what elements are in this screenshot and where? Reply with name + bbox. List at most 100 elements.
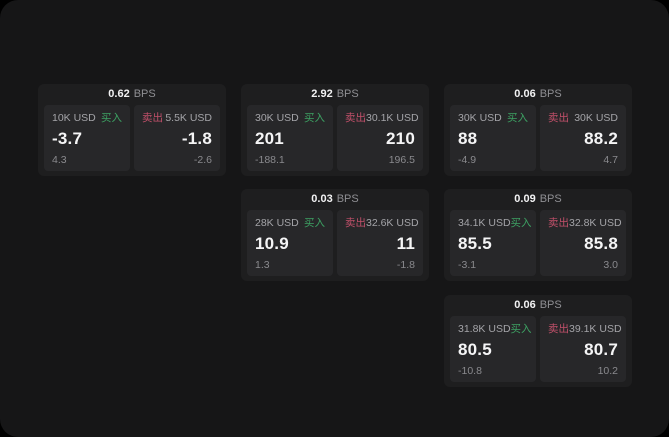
buy-label: 买入	[304, 112, 325, 124]
sell-delta: 10.2	[597, 365, 618, 377]
sell-delta: 3.0	[603, 259, 618, 271]
sell-label: 卖出	[548, 323, 569, 335]
bps-value: 0.06	[514, 88, 536, 100]
buy-panel[interactable]: 28K USD 买入 10.9 1.3	[247, 210, 333, 276]
quote-card-6: 0.06 BPS 31.8K USD 买入 80.5 -10.8 卖出 39.1…	[444, 295, 632, 387]
card-header: 0.03 BPS	[247, 189, 423, 210]
bps-value: 0.62	[108, 88, 130, 100]
buy-delta: 1.3	[255, 259, 270, 271]
sell-delta: 196.5	[388, 154, 415, 166]
quote-card-4: 0.03 BPS 28K USD 买入 10.9 1.3 卖出 32.6K US…	[241, 189, 429, 281]
bps-unit-label: BPS	[133, 88, 156, 100]
bps-value: 0.03	[311, 193, 333, 205]
buy-amount: 30K USD	[255, 112, 299, 124]
card-header: 0.06 BPS	[450, 84, 626, 105]
quote-card-2: 2.92 BPS 30K USD 买入 201 -188.1 卖出 30.1K …	[241, 84, 429, 176]
buy-panel-top: 30K USD 买入	[255, 112, 325, 125]
sell-panel[interactable]: 卖出 30K USD 88.2 4.7	[540, 105, 626, 171]
buy-delta: 4.3	[52, 154, 67, 166]
buy-panel[interactable]: 34.1K USD 买入 85.5 -3.1	[450, 210, 536, 276]
bps-value: 0.09	[514, 193, 536, 205]
buy-label: 买入	[510, 323, 532, 335]
sell-amount: 32.6K USD	[366, 217, 419, 229]
quote-card-5: 0.09 BPS 34.1K USD 买入 85.5 -3.1 卖出 32.8K…	[444, 189, 632, 281]
sell-amount: 5.5K USD	[165, 112, 212, 124]
quote-panels: 31.8K USD 买入 80.5 -10.8 卖出 39.1K USD 80.…	[450, 316, 626, 382]
sell-panel[interactable]: 卖出 32.8K USD 85.8 3.0	[540, 210, 626, 276]
buy-delta: -10.8	[458, 365, 482, 377]
quote-panels: 10K USD 买入 -3.7 4.3 卖出 5.5K USD -1.8 -2.…	[44, 105, 220, 171]
bps-value: 2.92	[311, 88, 333, 100]
quote-card-1: 0.62 BPS 10K USD 买入 -3.7 4.3 卖出 5.5K USD…	[38, 84, 226, 176]
sell-label: 卖出	[345, 217, 366, 229]
bps-unit-label: BPS	[539, 299, 562, 311]
sell-price: 11	[396, 234, 415, 253]
sell-panel[interactable]: 卖出 32.6K USD 11 -1.8	[337, 210, 423, 276]
buy-panel-top: 31.8K USD 买入	[458, 323, 532, 336]
sell-panel[interactable]: 卖出 39.1K USD 80.7 10.2	[540, 316, 626, 382]
sell-amount: 39.1K USD	[569, 323, 622, 335]
buy-delta: -188.1	[255, 154, 285, 166]
buy-price: 80.5	[458, 340, 492, 359]
sell-label: 卖出	[548, 112, 569, 124]
buy-panel[interactable]: 10K USD 买入 -3.7 4.3	[44, 105, 130, 171]
buy-amount: 28K USD	[255, 217, 299, 229]
quote-panels: 28K USD 买入 10.9 1.3 卖出 32.6K USD 11 -1.8	[247, 210, 423, 276]
quote-card-3: 0.06 BPS 30K USD 买入 88 -4.9 卖出 30K USD 8…	[444, 84, 632, 176]
sell-label: 卖出	[548, 217, 569, 229]
quote-panels: 30K USD 买入 88 -4.9 卖出 30K USD 88.2 4.7	[450, 105, 626, 171]
sell-price: 80.7	[584, 340, 618, 359]
buy-label: 买入	[507, 112, 528, 124]
sell-panel[interactable]: 卖出 30.1K USD 210 196.5	[337, 105, 423, 171]
sell-panel-top: 卖出 32.8K USD	[548, 217, 622, 230]
sell-price: 88.2	[584, 129, 618, 148]
bps-unit-label: BPS	[336, 88, 359, 100]
buy-panel-top: 28K USD 买入	[255, 217, 325, 230]
sell-amount: 30K USD	[574, 112, 618, 124]
buy-panel[interactable]: 30K USD 买入 88 -4.9	[450, 105, 536, 171]
sell-price: 85.8	[584, 234, 618, 253]
buy-amount: 34.1K USD	[458, 217, 511, 229]
sell-panel-top: 卖出 32.6K USD	[345, 217, 419, 230]
buy-label: 买入	[304, 217, 325, 229]
buy-price: 10.9	[255, 234, 289, 253]
sell-panel-top: 卖出 39.1K USD	[548, 323, 622, 336]
buy-panel-top: 10K USD 买入	[52, 112, 122, 125]
bps-unit-label: BPS	[539, 88, 562, 100]
buy-panel[interactable]: 31.8K USD 买入 80.5 -10.8	[450, 316, 536, 382]
buy-price: 85.5	[458, 234, 492, 253]
buy-panel-top: 30K USD 买入	[458, 112, 528, 125]
bps-unit-label: BPS	[539, 193, 562, 205]
sell-label: 卖出	[345, 112, 366, 124]
buy-price: 88	[458, 129, 478, 148]
sell-panel-top: 卖出 30K USD	[548, 112, 618, 125]
sell-label: 卖出	[142, 112, 163, 124]
buy-amount: 31.8K USD	[458, 323, 511, 335]
sell-delta: 4.7	[603, 154, 618, 166]
card-header: 2.92 BPS	[247, 84, 423, 105]
sell-delta: -2.6	[193, 154, 212, 166]
buy-delta: -3.1	[458, 259, 477, 271]
buy-price: 201	[255, 129, 284, 148]
buy-label: 买入	[510, 217, 532, 229]
bps-value: 0.06	[514, 299, 536, 311]
sell-price: -1.8	[181, 129, 212, 148]
buy-panel[interactable]: 30K USD 买入 201 -188.1	[247, 105, 333, 171]
sell-panel-top: 卖出 30.1K USD	[345, 112, 419, 125]
card-header: 0.06 BPS	[450, 295, 626, 316]
buy-label: 买入	[101, 112, 122, 124]
buy-price: -3.7	[52, 129, 83, 148]
card-header: 0.62 BPS	[44, 84, 220, 105]
buy-amount: 30K USD	[458, 112, 502, 124]
card-header: 0.09 BPS	[450, 189, 626, 210]
sell-panel[interactable]: 卖出 5.5K USD -1.8 -2.6	[134, 105, 220, 171]
quote-panels: 30K USD 买入 201 -188.1 卖出 30.1K USD 210 1…	[247, 105, 423, 171]
sell-panel-top: 卖出 5.5K USD	[142, 112, 212, 125]
sell-amount: 30.1K USD	[366, 112, 419, 124]
sell-price: 210	[386, 129, 415, 148]
buy-panel-top: 34.1K USD 买入	[458, 217, 532, 230]
buy-delta: -4.9	[458, 154, 477, 166]
buy-amount: 10K USD	[52, 112, 96, 124]
bps-unit-label: BPS	[336, 193, 359, 205]
